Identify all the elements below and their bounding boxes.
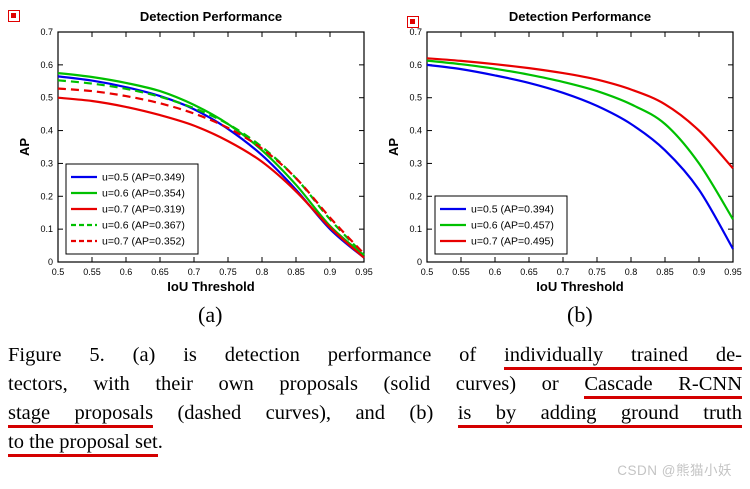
y-axis-label: AP [386, 138, 401, 156]
caption-text: Figure 5. (a) is detection performance o… [8, 344, 505, 366]
x-tick-label: 0.8 [256, 267, 269, 277]
x-tick-label: 0.9 [693, 267, 706, 277]
series-line [426, 59, 734, 220]
subfigure-label-a: (a) [198, 302, 223, 327]
legend-label: u=0.7 (AP=0.495) [471, 236, 554, 248]
x-tick-label: 0.55 [452, 267, 470, 277]
red-marker-glyph [410, 19, 415, 24]
y-tick-label: 0.1 [409, 224, 422, 234]
y-tick-label: 0.3 [409, 158, 422, 168]
series-line [426, 57, 734, 170]
series-line [57, 87, 365, 255]
x-tick-label: 0.6 [120, 267, 133, 277]
series-line [57, 72, 365, 257]
caption-line: Figure 5. (a) is detection performance o… [8, 341, 742, 370]
x-tick-label: 0.5 [421, 267, 434, 277]
x-tick-label: 0.85 [656, 267, 674, 277]
red-marker-icon [8, 10, 20, 22]
legend-label: u=0.6 (AP=0.457) [471, 220, 554, 232]
y-tick-label: 0.7 [409, 27, 422, 37]
caption-text: tectors, with their own proposals (solid… [8, 373, 585, 395]
y-tick-label: 0 [48, 257, 53, 267]
x-tick-label: 0.85 [287, 267, 305, 277]
chart-title: Detection Performance [509, 9, 651, 24]
caption-text: (dashed curves), and (b) [153, 402, 458, 424]
caption-line: to the proposal set. [8, 428, 742, 457]
y-tick-label: 0 [417, 257, 422, 267]
caption-line: stage proposals (dashed curves), and (b)… [8, 399, 743, 428]
y-tick-label: 0.1 [40, 224, 53, 234]
watermark: CSDN @熊猫小妖 [617, 463, 732, 478]
y-tick-label: 0.2 [40, 191, 53, 201]
caption-text: . [157, 431, 163, 453]
y-tick-label: 0.2 [409, 191, 422, 201]
y-tick-label: 0.5 [40, 93, 53, 103]
x-tick-label: 0.8 [625, 267, 638, 277]
chart-title: Detection Performance [140, 9, 282, 24]
y-tick-label: 0.5 [409, 93, 422, 103]
x-tick-label: 0.7 [557, 267, 570, 277]
y-tick-label: 0.7 [40, 27, 53, 37]
x-tick-label: 0.5 [52, 267, 65, 277]
x-tick-label: 0.7 [188, 267, 201, 277]
red-underlined-text: is by adding ground truth [457, 402, 743, 428]
chart-b-block: Detection Performance 0.5 0.55 0.6 0.65 0.7 0.… [385, 6, 745, 301]
y-tick-label: 0.3 [40, 158, 53, 168]
red-marker-glyph [11, 13, 16, 18]
subfigure-label-b: (b) [567, 302, 593, 327]
legend-label: u=0.6 (AP=0.367) [102, 220, 185, 232]
legend-label: u=0.5 (AP=0.349) [102, 172, 185, 184]
x-axis-label: IoU Threshold [167, 279, 254, 294]
red-marker-icon [407, 16, 419, 28]
y-axis-label: AP [17, 138, 32, 156]
x-tick-label: 0.65 [151, 267, 169, 277]
x-tick-label: 0.55 [83, 267, 101, 277]
x-tick-label: 0.95 [355, 267, 373, 277]
x-tick-label: 0.9 [324, 267, 337, 277]
red-underlined-text: stage proposals [8, 402, 154, 428]
legend-label: u=0.7 (AP=0.352) [102, 236, 185, 248]
series-line [426, 63, 734, 250]
chart-a-block: Detection Performance 0.5 0.55 0.6 0.65 0.7 0.… [16, 6, 376, 301]
red-underlined-text: Cascade R-CNN [584, 373, 742, 399]
legend-label: u=0.6 (AP=0.354) [102, 188, 185, 200]
y-tick-label: 0.4 [40, 126, 53, 136]
caption-line: tectors, with their own proposals (solid… [8, 370, 742, 399]
x-tick-label: 0.95 [724, 267, 742, 277]
x-tick-label: 0.75 [588, 267, 606, 277]
legend-label: u=0.5 (AP=0.394) [471, 204, 554, 216]
red-underlined-text: to the proposal set [8, 431, 158, 457]
x-tick-label: 0.65 [520, 267, 538, 277]
legend-label: u=0.7 (AP=0.319) [102, 204, 185, 216]
y-tick-label: 0.6 [409, 60, 422, 70]
x-axis-label: IoU Threshold [536, 279, 623, 294]
chart-b-plot: Detection Performance 0.5 0.55 0.6 0.65 0.7 0.… [386, 9, 742, 294]
figure-caption: Figure 5. (a) is detection performance o… [8, 341, 743, 457]
x-tick-label: 0.75 [219, 267, 237, 277]
chart-a-plot: Detection Performance 0.5 0.55 0.6 0.65 0.7 0.… [17, 9, 373, 294]
red-underlined-text: individually trained de- [504, 344, 742, 370]
y-tick-label: 0.6 [40, 60, 53, 70]
x-tick-label: 0.6 [489, 267, 502, 277]
y-tick-label: 0.4 [409, 126, 422, 136]
series-line [57, 96, 365, 259]
